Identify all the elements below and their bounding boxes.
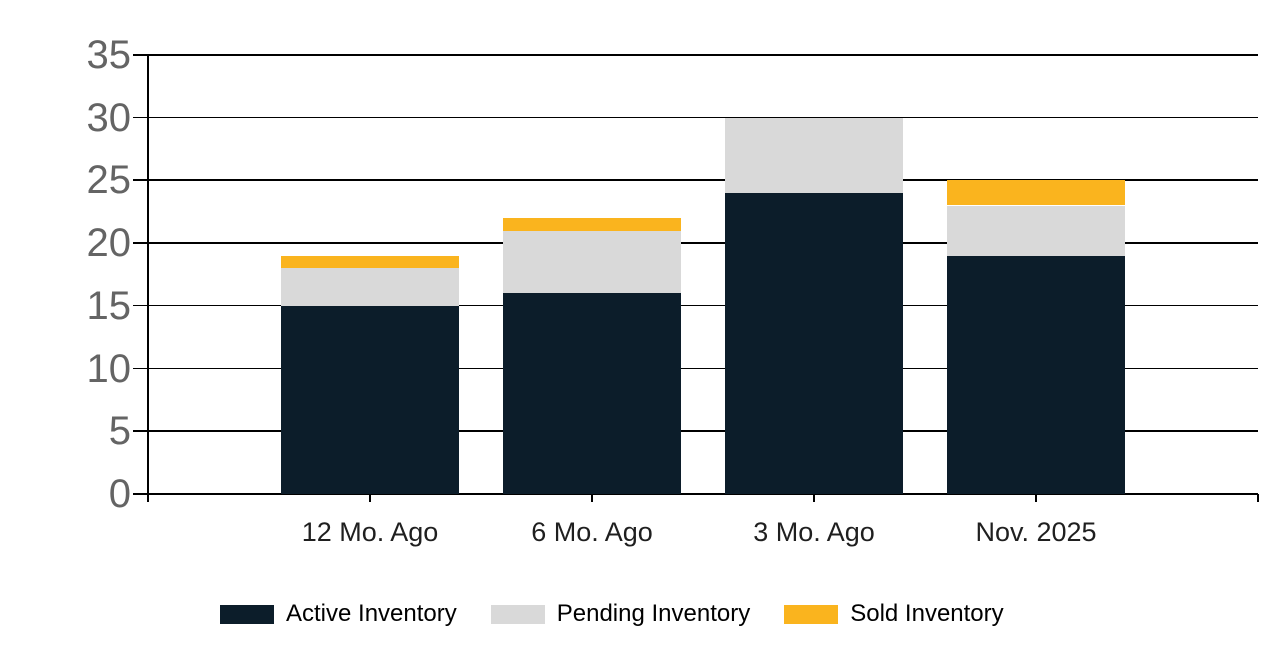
gridline-y-5 xyxy=(133,430,1258,432)
x-category-label-1: 12 Mo. Ago xyxy=(301,517,439,547)
y-tick-label-35: 35 xyxy=(86,33,132,77)
legend-label-sold-inventory: Sold Inventory xyxy=(850,600,1004,627)
bar-segment-active-inventory-3 xyxy=(725,193,903,494)
y-tick-label-10: 10 xyxy=(86,346,132,391)
y-tick-label-0: 0 xyxy=(108,472,131,516)
gridline-y-20 xyxy=(133,242,1258,244)
legend-item-pending-inventory: Pending Inventory xyxy=(490,600,751,628)
bar-segment-sold-inventory-2 xyxy=(503,218,681,231)
bar-segment-sold-inventory-1 xyxy=(281,255,459,269)
x-tick-3 xyxy=(1035,494,1037,502)
y-tick-label-30: 30 xyxy=(86,95,132,140)
bar-segment-pending-inventory-3 xyxy=(725,117,903,193)
legend: Active Inventory Pending Inventory Sold In… xyxy=(220,600,1004,628)
y-axis-line xyxy=(147,55,149,502)
x-category-label-3: 3 Mo. Ago xyxy=(753,517,875,547)
gridline-y-30 xyxy=(133,116,1258,119)
gridline-y-35 xyxy=(133,54,1258,56)
legend-swatch-active-inventory xyxy=(220,604,274,624)
legend-item-active-inventory: Active Inventory xyxy=(220,600,457,628)
y-tick-label-20: 20 xyxy=(86,221,132,266)
bar-segment-pending-inventory-4 xyxy=(947,205,1125,256)
x-tick-0 xyxy=(369,494,371,502)
gridline-y-15 xyxy=(133,304,1258,307)
x-category-label-4: Nov. 2025 xyxy=(975,517,1097,547)
legend-label-pending-inventory: Pending Inventory xyxy=(556,600,751,627)
x-category-label-2: 6 Mo. Ago xyxy=(531,517,653,547)
y-tick-label-15: 15 xyxy=(86,283,132,328)
gridline-y-10 xyxy=(133,367,1258,370)
bar-segment-active-inventory-2 xyxy=(503,293,681,494)
x-tick-2 xyxy=(813,494,815,502)
bar-segment-pending-inventory-2 xyxy=(503,230,681,294)
legend-item-sold-inventory: Sold Inventory xyxy=(784,600,1004,628)
bar-segment-active-inventory-4 xyxy=(947,255,1125,494)
bar-segment-sold-inventory-4 xyxy=(947,180,1125,206)
legend-swatch-sold-inventory xyxy=(784,604,839,624)
y-tick-label-25: 25 xyxy=(86,158,132,203)
bar-segment-active-inventory-1 xyxy=(281,305,459,494)
x-tick-4 xyxy=(1257,494,1259,502)
legend-swatch-pending-inventory xyxy=(490,604,545,624)
y-tick-label-5: 5 xyxy=(108,409,131,454)
gridline-y-0 xyxy=(133,493,1258,495)
bar-segment-pending-inventory-1 xyxy=(281,268,459,306)
gridline-y-25 xyxy=(133,179,1258,181)
legend-label-active-inventory: Active Inventory xyxy=(286,600,457,627)
x-tick-1 xyxy=(591,494,593,502)
